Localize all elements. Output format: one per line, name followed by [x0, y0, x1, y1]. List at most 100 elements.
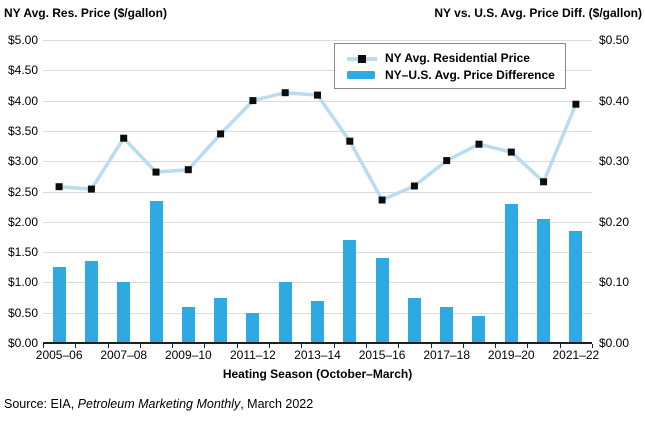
left-axis-tick-labels: $5.00 $4.50 $4.00 $3.50 $3.00 $2.50 $2.00 $1.50…: [0, 33, 38, 350]
data-point-marker: [540, 178, 548, 186]
bar: [504, 203, 518, 343]
gridline: [43, 191, 592, 193]
x-tick: [430, 344, 432, 348]
data-point-marker: [378, 196, 386, 204]
axis-tick-label: $0.00: [599, 336, 630, 350]
x-tick: [527, 344, 529, 348]
bar: [407, 297, 421, 343]
x-tick: [269, 344, 271, 348]
price-line: [58, 90, 578, 202]
data-point-marker: [184, 166, 192, 174]
data-point-marker: [249, 97, 257, 105]
gridline: [43, 282, 592, 284]
data-point-marker: [281, 89, 289, 97]
bar: [343, 239, 357, 343]
bar: [246, 312, 260, 343]
gridline: [43, 70, 592, 72]
axis-tick-label: $3.00: [7, 154, 38, 169]
gridline: [43, 100, 592, 102]
legend-item-line: NY Avg. Residential Price: [347, 49, 557, 66]
axis-tick-label: $0.00: [7, 336, 38, 350]
legend: NY Avg. Residential Price NY–U.S. Avg. P…: [334, 43, 566, 89]
axis-tick-label: $3.50: [7, 123, 38, 138]
x-tick-label: 2021–22: [552, 348, 600, 362]
bar: [84, 261, 98, 343]
bar: [472, 315, 486, 343]
x-axis-tick-labels: 2005–06 2007–08 2009–10 2011–12 2013–14 2015–…: [36, 348, 599, 362]
x-tick: [592, 344, 593, 348]
bar: [117, 282, 131, 343]
bar: [569, 230, 583, 343]
gridline: [43, 221, 592, 223]
source-note: Source: EIA, Petroleum Marketing Monthly…: [4, 397, 313, 411]
x-tick: [462, 344, 464, 348]
left-axis-title: NY Avg. Res. Price ($/gallon): [4, 6, 167, 20]
x-tick: [139, 344, 141, 348]
gridline: [43, 252, 592, 254]
axis-tick-label: $0.50: [599, 33, 630, 47]
axis-tick-label: $0.30: [599, 154, 630, 169]
data-point-marker: [572, 100, 580, 108]
x-tick: [559, 344, 561, 348]
axis-tick-label: $0.10: [599, 275, 630, 290]
legend-label: NY Avg. Residential Price: [385, 50, 530, 65]
x-tick: [333, 344, 335, 348]
legend-label: NY–U.S. Avg. Price Difference: [385, 67, 555, 82]
x-tick: [236, 344, 238, 348]
x-tick-label: 2011–12: [229, 348, 276, 362]
data-point-marker: [443, 157, 451, 165]
source-publication: Petroleum Marketing Monthly: [77, 397, 241, 411]
bar: [375, 258, 389, 343]
bar: [52, 267, 66, 343]
axis-tick-label: $1.50: [7, 245, 38, 260]
axis-tick-label: $4.00: [7, 93, 38, 108]
data-point-marker: [507, 148, 515, 156]
x-tick-label: 2007–08: [100, 348, 148, 362]
axis-tick-label: $4.50: [7, 63, 38, 78]
axis-tick-label: $1.00: [7, 275, 38, 290]
x-tick: [204, 344, 206, 348]
line-marker-swatch-icon: [347, 52, 377, 64]
x-tick-label: 2019–20: [487, 348, 535, 362]
bar: [214, 297, 228, 343]
x-tick: [172, 344, 174, 348]
data-point-marker: [314, 91, 321, 99]
gridline: [43, 161, 592, 163]
plot-area: [43, 40, 593, 348]
x-axis-line: [43, 342, 592, 344]
axis-tick-label: $0.50: [7, 305, 38, 320]
axis-tick-label: $5.00: [7, 33, 38, 47]
x-tick: [75, 344, 77, 348]
data-point-marker: [346, 137, 354, 145]
axis-tick-label: $2.00: [7, 214, 38, 229]
x-tick: [398, 344, 400, 348]
bar: [181, 306, 195, 343]
x-axis-title: Heating Season (October–March): [222, 367, 413, 381]
bar-swatch-icon: [347, 69, 377, 81]
legend-item-bar: NY–U.S. Avg. Price Difference: [347, 66, 557, 83]
data-point-marker: [120, 134, 128, 142]
bar: [440, 306, 454, 343]
x-tick: [495, 344, 497, 348]
right-axis-title: NY vs. U.S. Avg. Price Diff. ($/gallon): [434, 6, 642, 20]
data-point-marker: [152, 168, 160, 176]
bar: [537, 218, 551, 343]
x-tick-label: 2009–10: [164, 348, 212, 362]
data-point-marker: [217, 130, 225, 138]
x-tick: [107, 344, 109, 348]
data-point-marker: [87, 185, 95, 193]
data-point-marker: [475, 140, 483, 148]
data-point-marker: [55, 183, 63, 191]
right-axis-tick-labels: $0.50 $0.40 $0.30 $0.20 $0.10 $0.00: [599, 33, 645, 350]
gridline: [43, 130, 592, 132]
x-tick: [43, 344, 44, 348]
x-tick: [365, 344, 367, 348]
data-point-marker: [410, 182, 418, 190]
source-suffix: , March 2022: [240, 397, 314, 411]
line-series: [55, 89, 580, 204]
x-tick-label: 2005–06: [35, 348, 83, 362]
axis-tick-label: $0.40: [599, 93, 630, 108]
bar: [278, 282, 292, 343]
axis-tick-label: $0.20: [599, 214, 630, 229]
